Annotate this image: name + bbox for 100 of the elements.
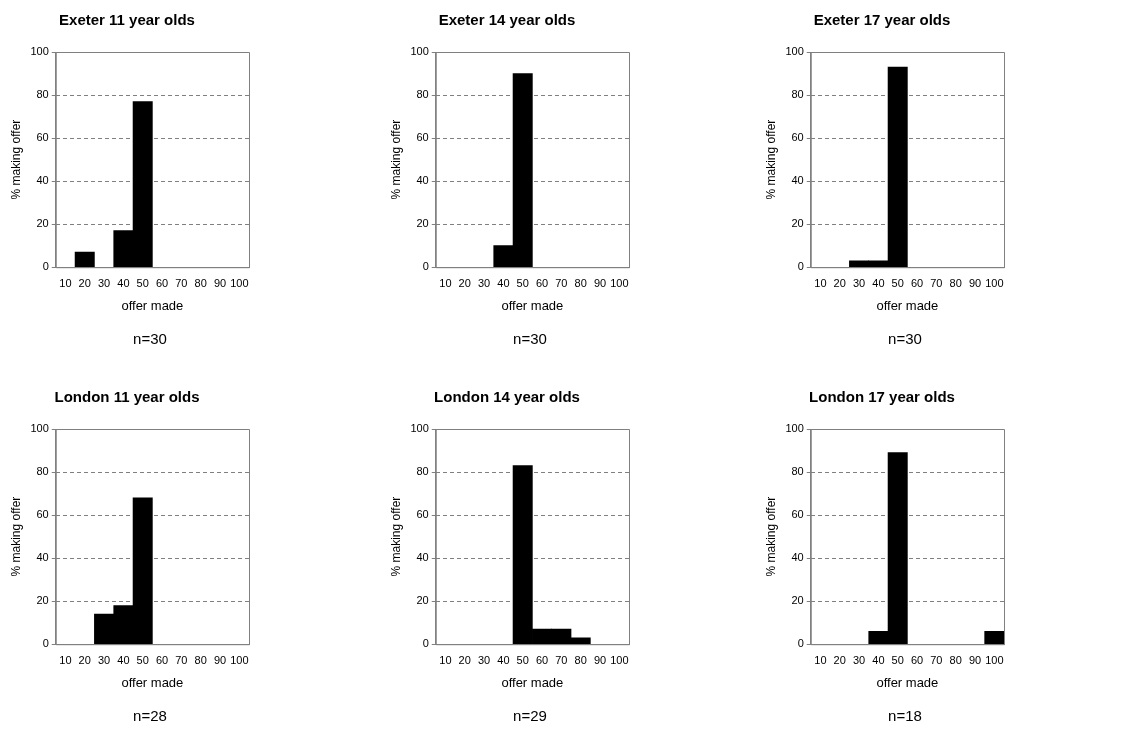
x-tick-label: 100: [230, 653, 249, 666]
y-axis-title: % making offer: [8, 119, 23, 200]
x-tick-label: 90: [968, 276, 982, 289]
chart-title: London 11 year olds: [54, 388, 200, 406]
y-tick-label: 20: [36, 217, 49, 230]
x-tick-label: 80: [194, 653, 207, 666]
y-tick-label: 0: [42, 260, 49, 273]
x-axis-title: offer made: [121, 674, 184, 690]
x-tick-label: 70: [930, 276, 943, 289]
y-tick-label: 100: [410, 422, 429, 435]
x-tick-label: 10: [439, 276, 452, 289]
x-tick-label: 80: [949, 653, 962, 666]
x-tick-label: 10: [59, 276, 72, 289]
x-tick-label: 60: [535, 276, 549, 289]
x-tick-label: 30: [477, 653, 491, 666]
y-tick-label: 0: [42, 637, 49, 650]
x-tick-label: 60: [910, 276, 924, 289]
text: n=30: [887, 330, 923, 347]
x-tick-label: 70: [175, 653, 188, 666]
y-axis-title: % making offer: [8, 496, 23, 577]
y-axis-title: % making offer: [388, 119, 403, 200]
x-tick-label: 20: [458, 653, 471, 666]
x-tick-label: 40: [872, 653, 885, 666]
chart-title: Exeter 14 year olds: [438, 11, 576, 29]
y-tick-label: 60: [36, 131, 49, 144]
text: n=28: [132, 707, 168, 724]
x-tick-label: 90: [968, 653, 982, 666]
x-tick-label: 30: [852, 653, 866, 666]
chart-title: Exeter 17 year olds: [813, 11, 951, 29]
x-tick-label: 20: [78, 276, 91, 289]
x-tick-label: 60: [910, 653, 924, 666]
x-tick-label: 90: [593, 276, 607, 289]
y-tick-label: 40: [36, 551, 49, 564]
y-tick-label: 100: [785, 422, 804, 435]
y-tick-label: 40: [36, 174, 49, 187]
y-tick-label: 40: [416, 551, 429, 564]
y-tick-label: 60: [36, 508, 49, 521]
chart-title: London 14 year olds: [434, 388, 580, 406]
y-tick-label: 40: [791, 551, 804, 564]
x-tick-label: 40: [872, 276, 885, 289]
y-axis-title: % making offer: [763, 496, 778, 577]
x-axis-title: offer made: [876, 674, 939, 690]
x-tick-label: 40: [117, 276, 130, 289]
text: n=18: [887, 707, 923, 724]
text: n=29: [512, 707, 548, 724]
x-tick-label: 90: [213, 276, 227, 289]
x-tick-label: 50: [136, 653, 149, 666]
y-tick-label: 0: [797, 260, 804, 273]
y-tick-label: 100: [30, 422, 49, 435]
x-tick-label: 50: [891, 653, 904, 666]
y-tick-label: 40: [416, 174, 429, 187]
y-axis-title: % making offer: [763, 119, 778, 200]
x-tick-label: 100: [610, 653, 629, 666]
y-tick-label: 0: [422, 260, 429, 273]
y-tick-label: 80: [416, 465, 429, 478]
y-tick-label: 20: [416, 594, 429, 607]
x-tick-label: 10: [59, 653, 72, 666]
x-tick-label: 20: [833, 276, 846, 289]
y-tick-label: 40: [791, 174, 804, 187]
x-tick-label: 100: [985, 276, 1004, 289]
x-tick-label: 50: [136, 276, 149, 289]
y-tick-label: 60: [416, 508, 429, 521]
text: n=30: [512, 330, 548, 347]
x-tick-label: 70: [555, 653, 568, 666]
x-tick-label: 10: [439, 653, 452, 666]
x-tick-label: 30: [852, 276, 866, 289]
x-tick-label: 30: [97, 653, 111, 666]
y-tick-label: 100: [410, 45, 429, 58]
y-tick-label: 20: [791, 217, 804, 230]
y-tick-label: 80: [791, 465, 804, 478]
y-tick-label: 20: [416, 217, 429, 230]
y-tick-label: 60: [416, 131, 429, 144]
x-tick-label: 50: [516, 276, 529, 289]
y-tick-label: 60: [791, 508, 804, 521]
x-tick-label: 90: [213, 653, 227, 666]
y-tick-label: 100: [30, 45, 49, 58]
x-tick-label: 10: [814, 653, 827, 666]
x-axis-title: offer made: [501, 297, 564, 313]
y-axis-title: % making offer: [388, 496, 403, 577]
x-tick-label: 80: [574, 653, 587, 666]
y-tick-label: 20: [791, 594, 804, 607]
y-tick-label: 0: [797, 637, 804, 650]
x-tick-label: 40: [497, 653, 510, 666]
x-tick-label: 30: [477, 276, 491, 289]
x-tick-label: 100: [610, 276, 629, 289]
x-tick-label: 70: [175, 276, 188, 289]
y-tick-label: 80: [36, 465, 49, 478]
y-tick-label: 20: [36, 594, 49, 607]
x-tick-label: 100: [985, 653, 1004, 666]
chart-title: London 17 year olds: [809, 388, 955, 406]
x-tick-label: 90: [593, 653, 607, 666]
x-tick-label: 100: [230, 276, 249, 289]
chart-title: Exeter 11 year olds: [59, 11, 195, 29]
x-tick-label: 80: [949, 276, 962, 289]
x-tick-label: 80: [194, 276, 207, 289]
x-tick-label: 10: [814, 276, 827, 289]
x-axis-title: offer made: [876, 297, 939, 313]
y-tick-label: 80: [36, 88, 49, 101]
y-tick-label: 0: [422, 637, 429, 650]
x-tick-label: 20: [458, 276, 471, 289]
